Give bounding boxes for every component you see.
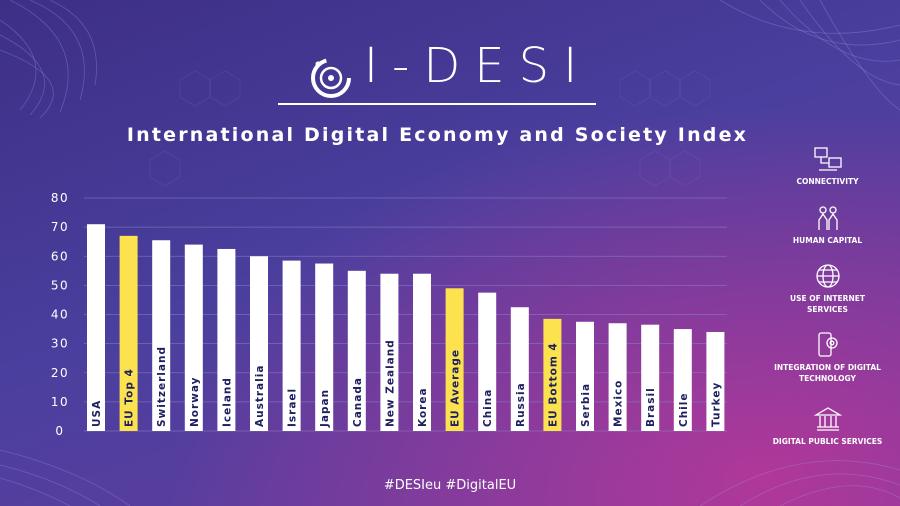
hashtags: #DESIeu #DigitalEU — [383, 478, 517, 493]
category-label: Japan — [319, 389, 331, 428]
category-label: EU Top 4 — [124, 368, 136, 427]
bar — [543, 318, 562, 431]
government-building-icon — [813, 407, 842, 431]
category-label: Russia — [515, 382, 527, 427]
bar — [347, 270, 366, 431]
logo-divider — [278, 103, 596, 105]
y-tick-label: 10 — [51, 395, 69, 409]
y-tick-label: 70 — [51, 220, 69, 234]
dimension-public-services: DIGITAL PUBLIC SERVICES — [770, 406, 885, 447]
category-label: EU Bottom 4 — [547, 342, 559, 427]
bar — [380, 273, 399, 431]
dimension-digital-technology: INTEGRATION OF DIGITAL TECHNOLOGY — [770, 332, 885, 384]
bar — [152, 240, 171, 431]
bar — [184, 244, 203, 431]
bar — [413, 273, 431, 431]
bar — [608, 323, 627, 431]
desi-logo-icon — [310, 57, 351, 98]
bar — [706, 331, 725, 431]
y-tick-label: 40 — [51, 308, 69, 322]
y-tick-label: 30 — [51, 337, 69, 351]
category-label: New Zealand — [384, 339, 396, 427]
bar — [282, 260, 301, 431]
dimension-human-capital: HUMAN CAPITAL — [770, 205, 885, 246]
bar — [673, 329, 692, 431]
dimension-label: INTEGRATION OF DIGITAL TECHNOLOGY — [774, 363, 881, 383]
bar — [315, 263, 334, 431]
phone-gear-icon — [817, 332, 838, 357]
category-label: Iceland — [221, 377, 233, 427]
category-label: Australia — [254, 365, 266, 427]
people-icon — [817, 206, 838, 230]
bar — [217, 248, 236, 431]
category-label: USA — [91, 400, 103, 427]
connectivity-icon — [813, 147, 842, 171]
category-label: Brasil — [645, 387, 657, 427]
bar — [87, 224, 105, 431]
logo-text: I-DESI — [363, 38, 592, 94]
bar — [641, 324, 660, 431]
dimension-label: USE OF INTERNET SERVICES — [790, 294, 865, 314]
category-label: China — [482, 389, 494, 427]
dimension-label: HUMAN CAPITAL — [792, 236, 863, 245]
y-tick-label: 80 — [51, 191, 69, 205]
bar — [510, 307, 529, 431]
category-label: Turkey — [710, 382, 722, 427]
category-label: Israel — [287, 388, 299, 427]
category-label: EU Average — [450, 349, 462, 427]
dimension-label: DIGITAL PUBLIC SERVICES — [772, 437, 883, 446]
category-label: Chile — [678, 392, 690, 427]
bar — [478, 292, 497, 431]
bar — [576, 321, 594, 431]
page-title: International Digital Economy and Societ… — [126, 124, 749, 146]
category-label: Switzerland — [156, 346, 168, 427]
category-label: Korea — [417, 387, 429, 427]
dimension-label: CONNECTIVITY — [796, 177, 859, 186]
y-tick-label: 60 — [51, 249, 69, 263]
globe-icon — [815, 264, 840, 288]
bar — [250, 256, 268, 431]
y-tick-label: 0 — [55, 424, 64, 438]
bar-chart: 0 10 20 30 40 50 60 70 80 USA EU Top 4 Switzerland N… — [51, 191, 727, 438]
bar — [119, 235, 138, 431]
category-label: Norway — [189, 377, 201, 428]
y-tick-label: 50 — [51, 278, 69, 292]
category-label: Serbia — [580, 383, 592, 427]
category-label: Canada — [352, 377, 364, 427]
dimension-internet-services: USE OF INTERNET SERVICES — [770, 263, 885, 315]
y-tick-label: 20 — [51, 366, 69, 380]
logo: I-DESI — [0, 38, 900, 100]
dimension-connectivity: CONNECTIVITY — [770, 146, 885, 187]
category-label: Mexico — [613, 380, 625, 427]
bar — [445, 288, 464, 431]
